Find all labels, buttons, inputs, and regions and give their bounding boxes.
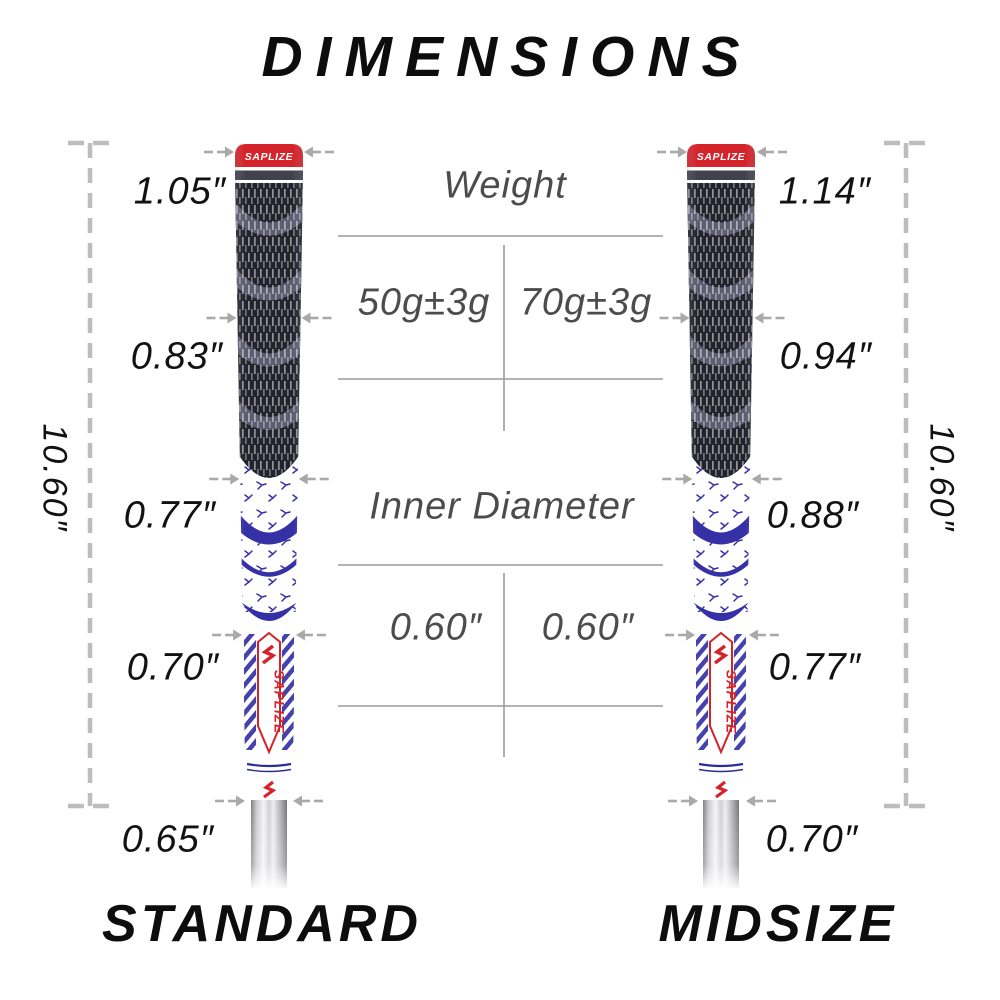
dimension-arrow: [295, 629, 326, 641]
length-dimension-line-left: [68, 140, 113, 809]
inner-diameter-value-midsize: 0.60″: [541, 606, 635, 649]
banner-brand-text: SAPLIZE: [272, 670, 287, 734]
midsize-diameter-label-3: 0.77″: [768, 646, 862, 689]
inner-diameter-label: Inner Diameter: [369, 485, 635, 528]
grip-name-standard: STANDARD: [102, 895, 422, 953]
dimension-arrow: [215, 795, 245, 807]
standard-diameter-label-1: 0.83″: [130, 335, 224, 378]
grip-body-graphic: [681, 140, 761, 888]
dimension-arrow: [301, 312, 332, 324]
standard-diameter-label-0: 1.05″: [133, 170, 227, 213]
dimension-arrow: [662, 473, 693, 485]
grip-standard-image: SAPLIZE SAPLIZE: [229, 140, 309, 888]
banner-brand-text: SAPLIZE: [724, 670, 739, 734]
dimension-arrow: [204, 146, 234, 158]
dimension-arrow: [659, 312, 690, 324]
dimension-arrow: [298, 473, 329, 485]
diameter-dimension-arrows: [204, 146, 787, 807]
dimension-arrow: [751, 473, 782, 485]
grip-midsize-image: SAPLIZE SAPLIZE: [681, 140, 761, 888]
standard-length-label: 10.60″: [35, 423, 74, 533]
page-title: DIMENSIONS: [261, 25, 753, 89]
cap-brand-text: SAPLIZE: [245, 151, 294, 163]
dimension-arrow: [748, 629, 779, 641]
midsize-diameter-label-1: 0.94″: [779, 335, 873, 378]
inner-diameter-value-standard: 0.60″: [389, 606, 483, 649]
dimension-arrow: [668, 795, 698, 807]
weight-value-midsize: 70g±3g: [519, 281, 653, 324]
cap-brand-text: SAPLIZE: [697, 151, 746, 163]
dimension-arrow: [757, 146, 787, 158]
standard-diameter-label-2: 0.77″: [123, 494, 217, 537]
dimension-arrow: [293, 795, 323, 807]
spec-table-lines: [338, 235, 663, 757]
grip-body-graphic: [229, 140, 309, 888]
dimension-arrow: [212, 629, 243, 641]
dimension-arrow: [657, 146, 687, 158]
standard-diameter-label-4: 0.65″: [121, 818, 215, 861]
midsize-diameter-label-2: 0.88″: [766, 494, 860, 537]
midsize-diameter-label-0: 1.14″: [778, 170, 872, 213]
dimension-arrow: [746, 795, 776, 807]
weight-label: Weight: [443, 164, 567, 207]
weight-value-standard: 50g±3g: [357, 281, 491, 324]
midsize-length-label: 10.60″: [922, 423, 961, 533]
length-dimension-line-right: [884, 140, 929, 809]
grip-name-midsize: MIDSIZE: [658, 895, 898, 953]
dimension-arrow: [665, 629, 696, 641]
dimension-arrow: [206, 312, 237, 324]
dimension-arrow: [754, 312, 785, 324]
dimension-arrow: [304, 146, 334, 158]
standard-diameter-label-3: 0.70″: [126, 646, 220, 689]
midsize-diameter-label-4: 0.70″: [765, 818, 859, 861]
dimension-arrow: [209, 473, 240, 485]
